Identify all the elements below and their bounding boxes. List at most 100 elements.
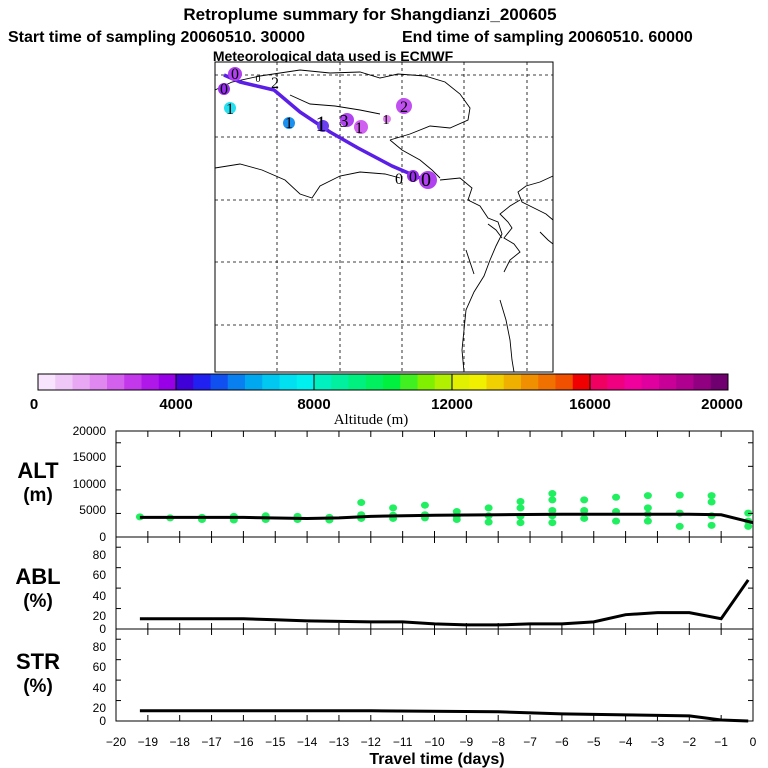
plume-marker-label: 1 [355, 120, 363, 137]
plume-marker: 0 [419, 169, 437, 191]
abl-ytick-label: 60 [93, 568, 107, 582]
x-axis-ticks [115, 431, 754, 722]
colorbar-cell [262, 374, 280, 390]
colorbar-cell [279, 374, 298, 390]
alt-data-point [357, 499, 366, 507]
x-tick-label: −11 [393, 735, 413, 749]
abl-line [139, 579, 750, 627]
plume-marker-label: 0 [409, 169, 417, 186]
abl-panel-frame [115, 536, 754, 630]
figure-title: Retroplume summary for Shangdianzi_20060… [183, 5, 556, 24]
colorbar-cell [365, 374, 384, 390]
plume-marker-label: 2 [271, 75, 279, 92]
colorbar-cell [641, 374, 660, 390]
x-tick-label: −16 [233, 735, 254, 749]
colorbar-tick-label: 4000 [159, 396, 192, 413]
plume-marker-label: 1 [383, 113, 390, 128]
x-tick-label: −6 [555, 735, 569, 749]
alt-data-point [707, 492, 716, 500]
x-tick-label: −10 [424, 735, 445, 749]
colorbar-cell [434, 374, 453, 390]
x-tick-label: −7 [523, 735, 537, 749]
colorbar-tick-label: 12000 [431, 396, 473, 413]
colorbar-cell [124, 374, 142, 390]
colorbar-cell [193, 374, 211, 390]
colorbar-cell [348, 374, 367, 390]
map-frame [214, 61, 554, 373]
abl-ytick-label: 20 [93, 609, 107, 623]
str-ytick-label: 80 [93, 640, 107, 654]
plume-marker: 3 [340, 111, 354, 131]
x-tick-label: −5 [587, 735, 601, 749]
alt-data-point [580, 514, 589, 522]
plume-marker-label: 0 [220, 81, 228, 98]
start-time-label: Start time of sampling 20060510. 30000 [8, 29, 305, 46]
colorbar-cell [89, 374, 108, 390]
colorbar-cell [38, 374, 56, 390]
colorbar-tick-label: 16000 [569, 396, 611, 413]
colorbar-cell [452, 374, 470, 390]
colorbar-cell [521, 374, 539, 390]
plume-marker: 1 [383, 113, 391, 128]
x-tick-label: −1 [714, 735, 728, 749]
alt-ylabel: ALT [17, 458, 59, 483]
alt-data-point [675, 491, 684, 499]
colorbar-cell [417, 374, 436, 390]
x-tick-label: −8 [491, 735, 505, 749]
plume-marker-label: 1 [316, 111, 327, 136]
plume-marker: 1 [316, 111, 329, 136]
alt-data-point [643, 504, 652, 512]
met-data-label: Meteorological data used is ECMWF [213, 48, 454, 64]
colorbar-cell [107, 374, 125, 390]
x-tick-label: −19 [138, 735, 159, 749]
plume-marker-label: 1 [285, 115, 293, 132]
alt-data-point [389, 504, 398, 512]
plume-markers: 0 0 2 0 1 1 1 3 1 2 1 0 0 0 [218, 66, 437, 191]
plume-marker-label: 0 [421, 169, 431, 191]
plume-marker-label: 0 [231, 66, 239, 83]
x-tick-label: −14 [297, 735, 318, 749]
alt-data-point [707, 521, 716, 529]
plume-marker: 0 [256, 74, 261, 85]
map-coastlines [214, 69, 554, 373]
alt-data-point [516, 519, 525, 527]
map-panel: 0 0 2 0 1 1 1 3 1 2 1 0 0 0 [214, 61, 554, 373]
alt-ytick-label: 10000 [73, 477, 107, 491]
abl-ytick-label: 80 [93, 548, 107, 562]
alt-data-point [548, 496, 557, 504]
alt-yticks: 20000 15000 10000 5000 0 [73, 424, 107, 544]
alt-ytick-label: 15000 [73, 450, 107, 464]
x-axis-label: Travel time (days) [369, 751, 504, 768]
str-line [139, 709, 749, 723]
alt-data-point [580, 496, 589, 504]
alt-data-point [420, 501, 429, 509]
alt-scatter-points [135, 490, 753, 530]
colorbar-cell [538, 374, 556, 390]
alt-median-line [139, 512, 754, 525]
colorbar-cell [314, 374, 332, 390]
colorbar-major-ticks [175, 374, 591, 390]
colorbar-cell [55, 374, 73, 390]
abl-ylabel: ABL [15, 564, 60, 589]
plume-marker-label: 0 [256, 74, 261, 85]
alt-data-point [580, 507, 589, 514]
colorbar-tick-label: 0 [30, 396, 38, 413]
colorbar-cell [400, 374, 418, 390]
str-ylabel-unit: (%) [23, 676, 53, 697]
colorbar-cell [503, 374, 522, 390]
alt-data-point [516, 504, 525, 512]
colorbar-cell [176, 374, 194, 390]
alt-ytick-label: 5000 [79, 503, 106, 517]
x-tick-label: −13 [329, 735, 350, 749]
x-tick-label: −20 [106, 735, 127, 749]
alt-panel-frame [115, 430, 754, 538]
str-ylabel: STR [16, 649, 60, 674]
str-yticks: 80 60 40 20 0 [93, 640, 107, 728]
plume-marker: 0 [228, 66, 242, 83]
colorbar-cell [331, 374, 349, 390]
plume-marker: 2 [396, 98, 412, 116]
str-ytick-label: 60 [93, 660, 107, 674]
plume-marker-label: 1 [226, 101, 234, 118]
alt-data-point [516, 497, 525, 505]
colorbar-cell [296, 374, 315, 390]
